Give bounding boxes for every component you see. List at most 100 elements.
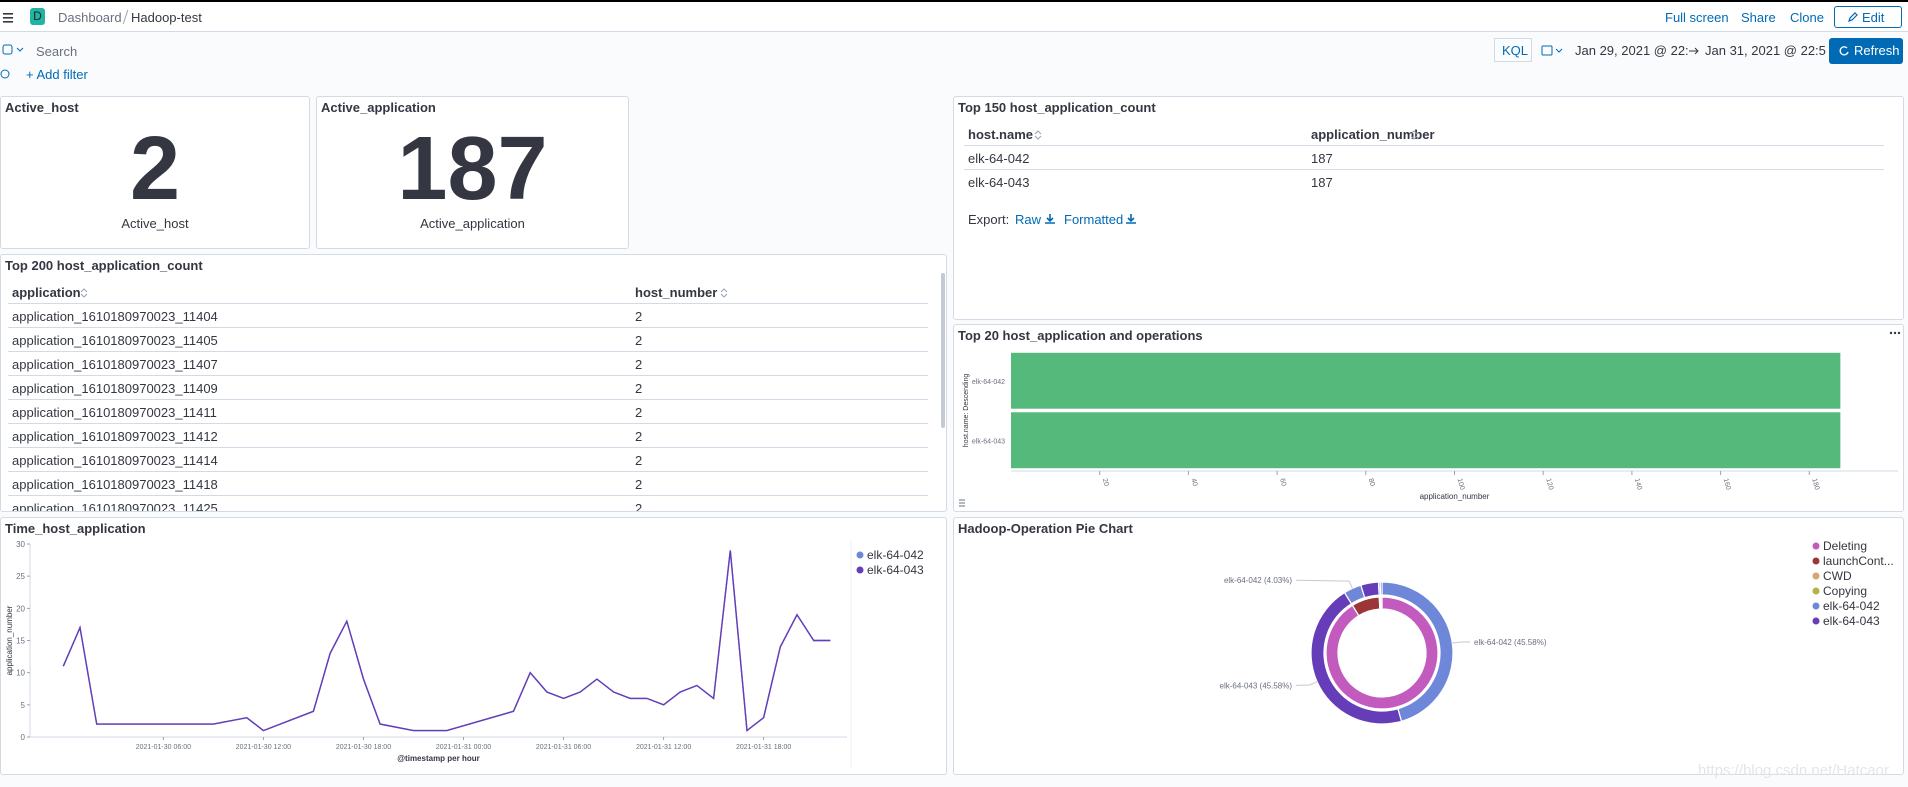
row-divider [964,169,1884,170]
row-divider [8,423,928,424]
edit-label[interactable]: Edit [1862,10,1885,25]
row-divider [8,351,928,352]
x-tick-label: 140 [1633,478,1643,491]
metric-label: Active_host [121,216,189,231]
table-cell: application_1610180970023_11414 [12,453,218,468]
breadcrumb[interactable]: Dashboard [58,10,122,25]
filter-icon [0,69,10,79]
legend-label: Deleting [1823,539,1867,553]
watermark: https://blog.csdn.net/Hatcaor [1698,762,1889,779]
dot [1897,331,1901,335]
slice-label: elk-64-042 (45.58%) [1474,638,1547,647]
table-cell: 2 [635,309,643,324]
y-tick-label: elk-64-043 [972,438,1005,445]
x-tick-label: 60 [1278,478,1287,487]
legend-swatch [1812,542,1820,550]
kql-button[interactable]: KQL [1494,38,1532,62]
table-cell: elk-64-042 [968,151,1030,166]
edit-button[interactable]: Edit [1834,6,1902,28]
chevron [1555,48,1563,53]
download [1045,214,1055,224]
table-cell: application_1610180970023_11411 [12,405,217,420]
table-cell: 187 [1311,175,1333,190]
panel: Hadoop-Operation Pie Chart elk-64-042 (45… [953,517,1904,775]
legend-swatch [856,566,864,574]
row-divider [8,471,928,472]
refresh-label[interactable]: Refresh [1854,43,1900,58]
sort [80,288,88,298]
row-divider [8,399,928,400]
table-cell: elk-64-043 [968,175,1030,190]
edit-icon [1848,12,1858,22]
kql-label[interactable]: KQL [1502,43,1529,58]
sort-icon [1410,130,1418,140]
header: D Dashboard Hadoop-test Full screen Share Clo… [0,0,1908,32]
line-series [62,550,831,732]
leader-line [1295,579,1353,589]
table-cell: 187 [1311,151,1333,166]
x-tick-label: 2021-01-31 12:00 [636,744,691,751]
header-action[interactable]: Full screen [1665,10,1729,25]
table-cell: 2 [635,477,643,492]
export-link[interactable]: Raw [1015,212,1042,227]
pie-slice [1379,581,1383,596]
panel: Active_host 2 Active_host [0,96,310,249]
y-axis-label: host.name: Descending [963,374,970,448]
header-action[interactable]: Share [1741,10,1776,25]
y-tick-label: 10 [16,669,25,678]
panel-title: Active_application [321,100,436,115]
x-tick-label: 2021-01-31 18:00 [736,744,791,751]
x-tick-label: 2021-01-31 00:00 [436,744,491,751]
legend-swatch [1812,572,1820,580]
app-logo: D [30,8,45,25]
leader-line [1452,641,1471,644]
y-tick-label: elk-64-042 [972,379,1005,386]
add-filter[interactable]: + Add filter [26,67,88,82]
y-tick-label: 25 [16,572,25,581]
bar [1011,412,1841,469]
row-divider [8,495,928,496]
x-tick-label: 180 [1810,478,1820,491]
download-icon [1045,214,1055,224]
row-divider [8,327,928,328]
table-cell: 2 [635,357,643,372]
x-tick-label: 2021-01-30 06:00 [136,744,191,751]
refresh-button[interactable]: Refresh [1829,38,1903,64]
arrow-icon [1689,47,1699,55]
calendar-icon [1541,45,1563,56]
y-tick-label: 0 [21,733,26,742]
x-tick-label: 160 [1722,478,1732,491]
sort [1410,130,1418,140]
row-divider [8,447,928,448]
panel: Top 20 host_application and operations el… [953,324,1904,512]
header-action[interactable]: Clone [1790,10,1824,25]
column-header[interactable]: host.name [968,127,1034,142]
breadcrumb-current: Hadoop-test [131,10,202,25]
table-cell: application_1610180970023_11425 [12,501,218,512]
panel-title: Top 150 host_application_count [958,100,1156,115]
table-cell: 2 [635,405,643,420]
x-tick-label: 2021-01-30 12:00 [236,744,291,751]
export-link[interactable]: Formatted [1064,212,1124,227]
row-divider [8,375,928,376]
sort-icon [1034,130,1042,140]
breadcrumb-separator [122,10,129,24]
metric-label: Active_application [420,216,525,231]
time-start[interactable]: Jan 29, 2021 @ 22: [1575,43,1689,58]
legend-swatch [1812,587,1820,595]
sort-icon [80,288,88,298]
column-header[interactable]: application [12,285,81,300]
search-input[interactable]: Search [36,44,78,59]
table-cell: application_1610180970023_11404 [12,309,218,324]
refresh-icon [1839,46,1849,56]
table-cell: application_1610180970023_11407 [12,357,218,372]
refresh [1839,46,1849,56]
bar [1011,352,1841,409]
y-tick-label: 20 [16,604,25,613]
column-header[interactable]: application_number [1311,127,1435,142]
time-end[interactable]: Jan 31, 2021 @ 22:5 [1705,43,1826,58]
x-axis-label: application_number [1420,492,1490,501]
column-header[interactable]: host_number [635,285,718,300]
panel-title: Top 20 host_application and operations [958,328,1203,343]
row-divider [8,303,928,304]
